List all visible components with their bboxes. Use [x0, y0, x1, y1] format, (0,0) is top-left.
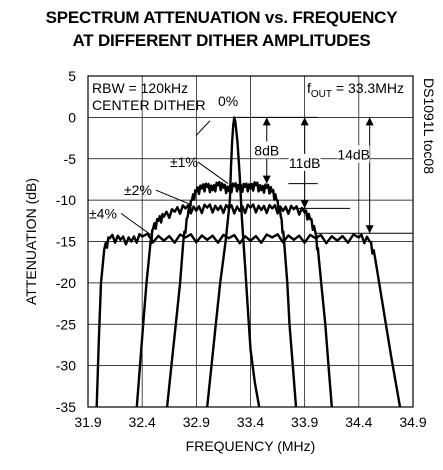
y-tick-label: 0 [68, 109, 76, 125]
arrow-14db-head-bottom [365, 225, 374, 234]
center-dither-label: CENTER DITHER [92, 97, 206, 113]
arrow-14db-head-top [365, 117, 374, 126]
y-axis-label: ATTENUATION (dB) [23, 178, 39, 305]
series-line-4pct [95, 232, 402, 408]
x-tick-label: 33.9 [291, 414, 318, 430]
x-axis-label: FREQUENCY (MHz) [186, 438, 316, 454]
delta-14db-label: 14dB [337, 147, 370, 163]
label-bg-14db [337, 145, 370, 163]
arrow-8db-head-top [262, 117, 271, 126]
annotation-guides [120, 116, 413, 237]
fout-suffix: = 33.3MHz [332, 80, 404, 96]
x-tick-label: 34.9 [399, 414, 426, 430]
y-tick-label: -20 [56, 275, 76, 291]
fout-subscript: OUT [311, 89, 332, 100]
y-tick-label: -5 [64, 151, 77, 167]
fout-prefix: f [307, 80, 311, 96]
label-bg-11db [288, 153, 321, 171]
label-bg-8db [253, 141, 280, 159]
fout-label: fOUT = 33.3MHz [307, 80, 404, 100]
series-label-1pct: ±1% [170, 154, 198, 170]
x-tick-label: 32.4 [129, 414, 156, 430]
y-tick-label: -30 [56, 358, 76, 374]
rbw-label: RBW = 120kHz [92, 80, 188, 96]
chart-title-line2: AT DIFFERENT DITHER AMPLITUDES [72, 31, 371, 50]
y-tick-label: -10 [56, 192, 76, 208]
y-tick-label: -15 [56, 234, 76, 250]
leader-center [195, 120, 211, 136]
x-tick-label: 33.4 [237, 414, 264, 430]
x-tick-label: 31.9 [74, 414, 101, 430]
series-line-2pct [135, 203, 333, 408]
arrow-11db-head-bottom [300, 200, 309, 209]
x-tick-label: 32.9 [183, 414, 210, 430]
tick-labels: 31.9 32.4 32.9 33.4 33.9 34.4 34.9 5 0 -5 -10 -15 -2… [56, 68, 427, 430]
delta-8db-label: 8dB [254, 142, 279, 158]
series-label-2pct: ±2% [124, 182, 152, 198]
y-tick-label: -25 [56, 316, 76, 332]
delta-11db-label: 11dB [289, 155, 321, 171]
chart-title-line1: SPECTRUM ATTENUATION vs. FREQUENCY [45, 8, 398, 27]
series-line-0pct [206, 116, 261, 408]
leader-2pct [155, 189, 193, 206]
series-line-1pct [165, 180, 298, 408]
y-tick-label: 5 [68, 68, 76, 84]
series-label-4pct: ±4% [89, 205, 117, 221]
arrow-11db-head-top [300, 117, 309, 126]
leader-1pct [197, 161, 229, 184]
figure-code: DS1091L toc08 [421, 78, 437, 174]
series-label-0pct: 0% [218, 93, 238, 109]
series-lines [95, 116, 402, 408]
y-tick-label: -35 [56, 399, 76, 415]
leader-4pct [120, 212, 153, 237]
plot-frame [87, 75, 414, 408]
arrow-8db-head-bottom [262, 175, 271, 184]
x-tick-label: 34.4 [345, 414, 372, 430]
